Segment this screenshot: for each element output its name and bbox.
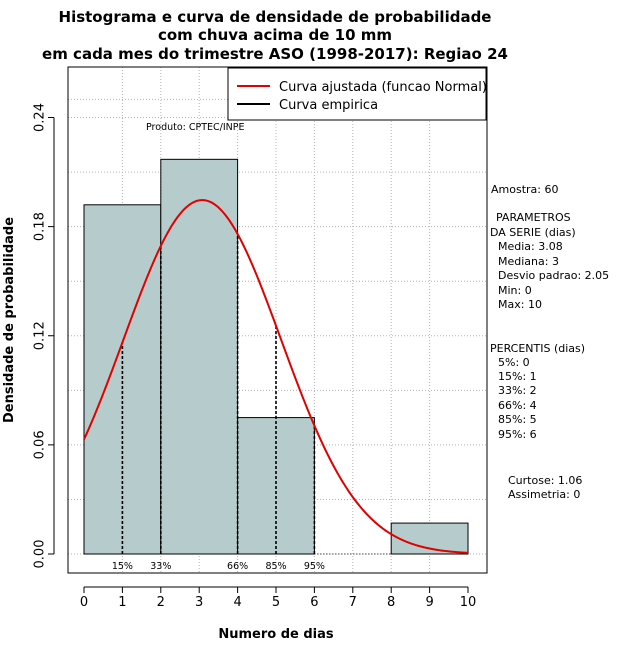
y-axis: 0.00 0.06 0.12 0.18 0.24 bbox=[33, 103, 55, 568]
percentile-label: 66% bbox=[227, 561, 248, 572]
x-tick-label: 5 bbox=[272, 595, 280, 610]
x-tick-label: 7 bbox=[349, 595, 357, 610]
stat-median: Mediana: 3 bbox=[498, 255, 559, 268]
legend-label-empirical: Curva empirica bbox=[279, 98, 378, 113]
stat-params-subheading: DA SERIE (dias) bbox=[490, 226, 576, 239]
stat-sd: Desvio padrao: 2.05 bbox=[498, 269, 609, 282]
product-annotation: Produto: CPTEC/INPE bbox=[146, 122, 245, 133]
stat-skewness: Assimetria: 0 bbox=[508, 488, 580, 501]
stat-percentiles-heading: PERCENTIS (dias) bbox=[490, 342, 585, 355]
percentile-label: 95% bbox=[304, 561, 325, 572]
percentile-markers: 15% 33% 66% 85% 95% bbox=[112, 233, 325, 572]
stat-kurtosis: Curtose: 1.06 bbox=[508, 474, 582, 487]
normal-fit-curve bbox=[83, 199, 469, 554]
y-tick-label: 0.24 bbox=[33, 103, 48, 132]
percentile-label: 85% bbox=[265, 561, 286, 572]
y-tick-label: 0.12 bbox=[33, 321, 48, 350]
plot-frame bbox=[67, 66, 488, 574]
x-axis: 0 1 2 3 4 5 6 7 8 9 10 bbox=[80, 586, 477, 610]
stat-p95: 95%: 6 bbox=[498, 428, 537, 441]
x-tick-label: 0 bbox=[80, 595, 88, 610]
y-axis-title: Densidade de probabilidade bbox=[2, 217, 17, 423]
y-tick-label: 0.18 bbox=[33, 212, 48, 241]
x-tick-label: 4 bbox=[233, 595, 241, 610]
percentile-label: 33% bbox=[150, 561, 171, 572]
x-tick-label: 8 bbox=[387, 595, 395, 610]
stat-p66: 66%: 4 bbox=[498, 399, 537, 412]
legend-label-fit: Curva ajustada (funcao Normal) bbox=[279, 80, 487, 95]
chart-title-line-1: Histograma e curva de densidade de proba… bbox=[59, 8, 492, 26]
y-tick-label: 0.06 bbox=[33, 430, 48, 459]
chart-title-line-3: em cada mes do trimestre ASO (1998-2017)… bbox=[42, 45, 508, 63]
legend: Curva ajustada (funcao Normal) Curva emp… bbox=[227, 67, 487, 121]
stat-max: Max: 10 bbox=[498, 298, 542, 311]
x-tick-label: 6 bbox=[310, 595, 318, 610]
x-axis-title: Numero de dias bbox=[218, 627, 334, 642]
chart-title-line-2: com chuva acima de 10 mm bbox=[158, 26, 392, 44]
x-tick-label: 2 bbox=[157, 595, 165, 610]
histogram-bars bbox=[83, 158, 469, 555]
stat-sample: Amostra: 60 bbox=[491, 183, 558, 196]
y-tick-label: 0.00 bbox=[33, 540, 48, 569]
percentile-label: 15% bbox=[112, 561, 133, 572]
normal-fit-curve-group bbox=[83, 199, 469, 554]
x-tick-label: 1 bbox=[118, 595, 126, 610]
x-tick-label: 3 bbox=[195, 595, 203, 610]
x-tick-label: 9 bbox=[425, 595, 433, 610]
stat-params-heading: PARAMETROS bbox=[496, 211, 571, 224]
stats-panel: Amostra: 60 PARAMETROS DA SERIE (dias) M… bbox=[490, 183, 609, 501]
histogram-bar bbox=[160, 158, 239, 555]
stat-p5: 5%: 0 bbox=[498, 356, 530, 369]
stat-p33: 33%: 2 bbox=[498, 384, 537, 397]
stat-mean: Media: 3.08 bbox=[498, 240, 563, 253]
x-tick-label: 10 bbox=[460, 595, 477, 610]
stat-min: Min: 0 bbox=[498, 284, 532, 297]
stat-p85: 85%: 5 bbox=[498, 413, 537, 426]
stat-p15: 15%: 1 bbox=[498, 370, 537, 383]
legend-box bbox=[227, 67, 487, 121]
